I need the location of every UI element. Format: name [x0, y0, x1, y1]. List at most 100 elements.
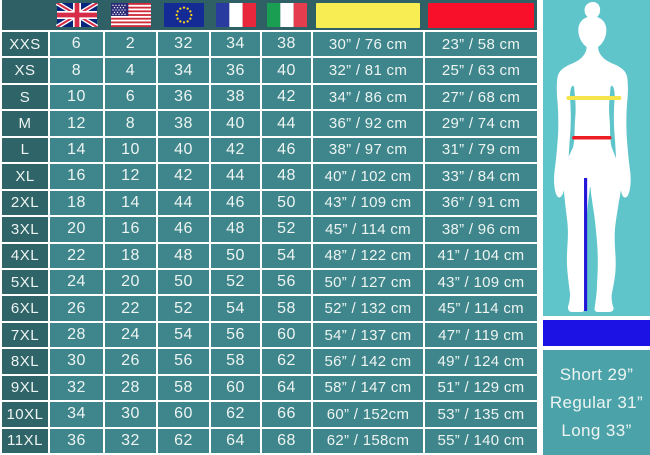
- us-size-cell: 32: [105, 428, 156, 453]
- uk-size-cell: 36: [50, 428, 103, 453]
- table-header-row: [2, 0, 537, 30]
- waist-measurement-cell: 45” / 114 cm: [425, 296, 537, 321]
- bust-measurement-cell: 48” / 122 cm: [313, 243, 423, 268]
- waist-measurement-cell: 33” / 84 cm: [425, 164, 537, 189]
- size-label-cell: 10XL: [2, 402, 48, 427]
- eu-size-cell: 54: [158, 322, 209, 348]
- it-size-cell: 38: [262, 32, 311, 57]
- size-label-cell: 2XL: [2, 190, 48, 216]
- waist-line: [572, 136, 612, 140]
- it-size-cell: 42: [262, 84, 311, 110]
- fr-size-cell: 64: [211, 428, 260, 453]
- bust-measurement-cell: 52” / 132 cm: [313, 296, 423, 321]
- uk-size-cell: 24: [50, 269, 103, 295]
- it-size-cell: 56: [262, 269, 311, 295]
- bust-measurement-cell: 32” / 81 cm: [313, 58, 423, 83]
- bust-measurement-cell: 60” / 152cm: [313, 402, 423, 427]
- eu-size-cell: 60: [158, 402, 209, 427]
- uk-size-cell: 18: [50, 190, 103, 216]
- eu-size-cell: 52: [158, 296, 209, 321]
- us-size-cell: 24: [105, 322, 156, 348]
- eu-size-cell: 32: [158, 32, 209, 57]
- size-label-cell: L: [2, 137, 48, 163]
- fr-size-cell: 40: [211, 111, 260, 136]
- eu-size-cell: 56: [158, 349, 209, 374]
- bust-measurement-cell: 36” / 92 cm: [313, 111, 423, 136]
- fr-size-cell: 58: [211, 349, 260, 374]
- uk-size-cell: 8: [50, 58, 103, 83]
- fr-size-cell: 38: [211, 84, 260, 110]
- size-label-cell: 7XL: [2, 322, 48, 348]
- fr-size-cell: 50: [211, 243, 260, 268]
- length-short: Short 29”: [559, 364, 634, 384]
- length-regular: Regular 31”: [549, 392, 644, 412]
- it-size-cell: 40: [262, 58, 311, 83]
- fr-size-cell: 60: [211, 375, 260, 401]
- size-label-cell: 6XL: [2, 296, 48, 321]
- female-body-silhouette-icon: [543, 0, 650, 316]
- fr-size-cell: 52: [211, 269, 260, 295]
- bust-measurement-cell: 43” / 109 cm: [313, 190, 423, 216]
- us-flag-icon: [105, 0, 156, 30]
- size-label-cell: 4XL: [2, 243, 48, 268]
- bust-column-header: [313, 0, 423, 30]
- inseam-line: [584, 178, 588, 311]
- it-size-cell: 48: [262, 164, 311, 189]
- us-size-cell: 26: [105, 349, 156, 374]
- waist-measurement-cell: 49” / 124 cm: [425, 349, 537, 374]
- us-size-cell: 6: [105, 84, 156, 110]
- eu-size-cell: 42: [158, 164, 209, 189]
- waist-measurement-cell: 31” / 79 cm: [425, 137, 537, 163]
- us-size-cell: 18: [105, 243, 156, 268]
- eu-size-cell: 48: [158, 243, 209, 268]
- us-size-cell: 12: [105, 164, 156, 189]
- us-size-cell: 4: [105, 58, 156, 83]
- inseam-color-bar: [543, 320, 650, 346]
- us-size-cell: 8: [105, 111, 156, 136]
- waist-measurement-cell: 27” / 68 cm: [425, 84, 537, 110]
- bust-measurement-cell: 62” / 158cm: [313, 428, 423, 453]
- size-label-cell: M: [2, 111, 48, 136]
- uk-size-cell: 14: [50, 137, 103, 163]
- italy-flag-icon: [262, 0, 311, 30]
- waist-measurement-cell: 29” / 74 cm: [425, 111, 537, 136]
- bust-line: [566, 96, 622, 100]
- bust-measurement-cell: 38” / 97 cm: [313, 137, 423, 163]
- fr-size-cell: 46: [211, 190, 260, 216]
- bust-measurement-cell: 58” / 147 cm: [313, 375, 423, 401]
- bust-measurement-cell: 45” / 114 cm: [313, 217, 423, 242]
- us-size-cell: 20: [105, 269, 156, 295]
- bust-color-swatch: [316, 3, 420, 28]
- fr-size-cell: 62: [211, 402, 260, 427]
- it-size-cell: 68: [262, 428, 311, 453]
- bust-measurement-cell: 56” / 142 cm: [313, 349, 423, 374]
- size-table: XXS 6 2 32 34 38 30” / 76 cm 23” / 58 cm…: [0, 0, 539, 455]
- eu-flag-icon: [158, 0, 209, 30]
- eu-size-cell: 50: [158, 269, 209, 295]
- it-size-cell: 50: [262, 190, 311, 216]
- size-label-cell: 8XL: [2, 349, 48, 374]
- waist-measurement-cell: 36” / 91 cm: [425, 190, 537, 216]
- us-size-cell: 22: [105, 296, 156, 321]
- uk-size-cell: 32: [50, 375, 103, 401]
- waist-color-swatch: [428, 3, 534, 28]
- bust-measurement-cell: 50” / 127 cm: [313, 269, 423, 295]
- it-size-cell: 62: [262, 349, 311, 374]
- us-size-cell: 14: [105, 190, 156, 216]
- size-label-cell: 11XL: [2, 428, 48, 453]
- uk-flag-icon: [50, 0, 103, 30]
- fr-size-cell: 48: [211, 217, 260, 242]
- size-label-cell: S: [2, 84, 48, 110]
- uk-size-cell: 30: [50, 349, 103, 374]
- waist-measurement-cell: 23” / 58 cm: [425, 32, 537, 57]
- uk-size-cell: 12: [50, 111, 103, 136]
- it-size-cell: 46: [262, 137, 311, 163]
- size-label-cell: XL: [2, 164, 48, 189]
- fr-size-cell: 42: [211, 137, 260, 163]
- us-size-cell: 16: [105, 217, 156, 242]
- it-size-cell: 60: [262, 322, 311, 348]
- eu-size-cell: 44: [158, 190, 209, 216]
- uk-size-cell: 6: [50, 32, 103, 57]
- eu-size-cell: 58: [158, 375, 209, 401]
- length-long: Long 33”: [561, 420, 632, 440]
